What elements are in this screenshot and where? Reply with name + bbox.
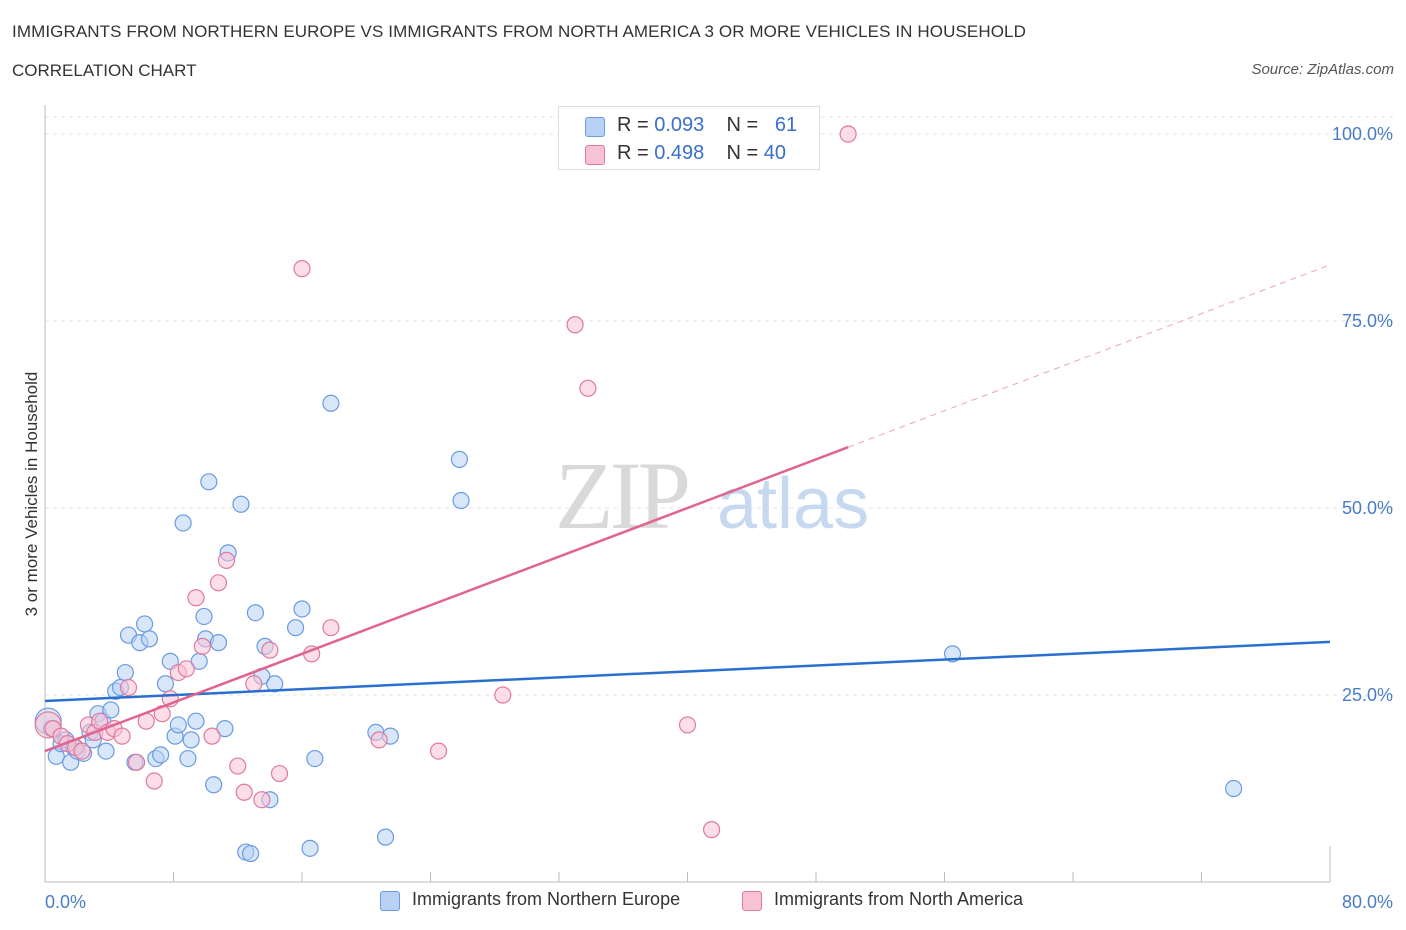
point-northern-europe [246,604,265,622]
x-tick-label-min: 0.0% [45,892,86,912]
point-north-america [209,574,228,592]
point-north-america [494,686,512,704]
point-northern-europe [187,712,205,730]
n-label: N = [726,142,759,164]
point-northern-europe [102,701,120,719]
n-label: N = [726,114,759,136]
point-north-america [678,716,697,734]
point-north-america [839,125,857,143]
point-northern-europe [195,607,213,626]
source-label: Source: ZipAtlas.com [1251,61,1394,78]
r-value: 0.498 [654,142,705,164]
y-tick-label: 25.0% [1342,685,1393,705]
point-north-america [429,742,448,760]
chart-subtitle: CORRELATION CHART [12,61,197,80]
point-north-america [203,727,221,745]
chart-title: IMMIGRANTS FROM NORTHERN EUROPE VS IMMIG… [12,22,1026,41]
trend-line-solid [44,446,849,753]
point-northern-europe [301,839,319,857]
point-northern-europe [140,630,159,648]
point-north-america [73,742,91,760]
correlation-legend: R = 0.093 N = 61 R = 0.498 N = 40 [558,106,820,170]
trend-line-solid [44,640,1331,703]
y-tick-label: 100.0% [1332,124,1393,144]
legend-swatch-pink [585,145,605,165]
legend-label: Immigrants from North America [774,889,1024,909]
point-northern-europe [242,844,260,863]
point-northern-europe [179,749,197,768]
point-northern-europe [452,491,470,510]
point-north-america [127,753,146,771]
point-northern-europe [156,675,175,693]
series-north-america [34,125,857,839]
point-northern-europe [135,615,154,633]
point-northern-europe [205,776,223,794]
point-northern-europe [286,619,305,637]
legend-swatch-blue [380,891,400,911]
point-north-america [193,637,212,655]
point-north-america [293,260,311,278]
axes [44,105,1331,883]
point-north-america [187,589,205,607]
point-north-america [370,731,388,749]
grid-lines [45,116,1393,696]
point-north-america [177,660,195,678]
y-tick-label: 50.0% [1342,498,1393,518]
point-northern-europe [266,675,284,693]
point-northern-europe [306,749,324,768]
legend-text: R = 0.093 N = 61 [617,114,797,137]
y-tick-label: 75.0% [1342,311,1393,331]
n-value: 61 [774,114,798,136]
point-north-america [270,764,289,783]
point-northern-europe [97,742,115,760]
point-northern-europe [174,514,192,532]
point-northern-europe [450,450,469,468]
point-northern-europe [200,473,218,491]
point-northern-europe [209,634,228,652]
point-northern-europe [169,716,187,734]
point-north-america [261,641,279,659]
y-axis-title: 3 or more Vehicles in Household [22,372,41,617]
point-north-america [145,772,163,790]
point-north-america [245,675,263,693]
point-north-america [579,379,597,397]
point-north-america [566,316,584,334]
y-tick-labels: 25.0% 50.0% 75.0% 100.0% [1332,124,1393,705]
n-value: 40 [763,142,787,164]
x-tick-label-max: 80.0% [1342,892,1393,912]
point-northern-europe [232,495,250,513]
point-northern-europe [152,746,170,764]
point-northern-europe [116,663,134,682]
legend-text: R = 0.498 N = 40 [617,142,786,165]
point-northern-europe [322,394,340,412]
series-northern-europe [34,394,1243,863]
point-north-america [253,791,271,809]
point-north-america [322,619,340,637]
point-northern-europe [293,600,311,618]
r-label: R = [617,142,649,164]
point-northern-europe [1225,779,1243,798]
r-value: 0.093 [654,114,705,136]
legend-swatch-pink [742,891,762,911]
point-northern-europe [376,828,395,846]
point-north-america [702,821,721,839]
point-northern-europe [182,731,200,749]
legend-swatch-blue [585,117,605,137]
point-north-america [217,551,236,569]
point-north-america [229,757,247,775]
point-northern-europe [216,720,234,738]
trend-line-dashed [847,264,1331,448]
watermark-atlas: atlas [717,464,869,544]
point-north-america [113,727,131,745]
r-label: R = [617,114,649,136]
trend-lines [44,264,1331,753]
point-north-america [235,783,253,801]
legend-label: Immigrants from Northern Europe [412,889,681,909]
point-north-america [119,678,138,697]
